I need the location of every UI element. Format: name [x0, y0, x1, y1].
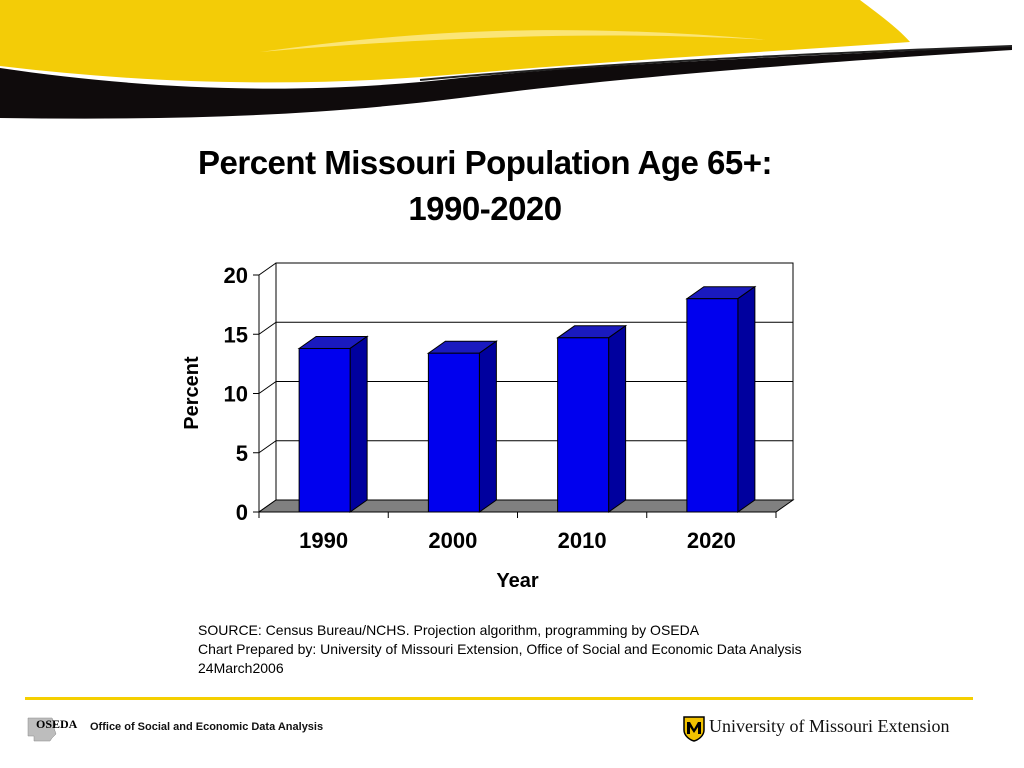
x-tick-label: 2000: [428, 528, 477, 553]
gridline-depth: [258, 262, 277, 276]
x-axis-title: Year: [496, 570, 538, 592]
date-line: 24March2006: [198, 660, 284, 676]
bar-front-face: [298, 347, 351, 513]
banner-yellow-swoosh: [0, 0, 910, 83]
source-notes: SOURCE: Census Bureau/NCHS. Projection a…: [198, 621, 802, 678]
missouri-map-icon: [27, 717, 57, 742]
y-tick-label: 5: [236, 441, 248, 466]
bar-2010: [556, 324, 628, 513]
chart-title-line-2: 1990-2020: [408, 190, 562, 227]
bar-side-face: [737, 285, 756, 513]
banner-highlight: [260, 30, 770, 52]
bar-front-face: [557, 337, 610, 513]
oseda-logo-text: OSEDA: [36, 717, 78, 731]
footer-university-name: University of Missouri Extension: [709, 716, 950, 736]
oseda-logo: OSEDA: [27, 717, 78, 742]
footer-divider: [25, 697, 973, 700]
bar-2000: [426, 340, 498, 513]
gridline-depth: [258, 440, 277, 454]
chart-title-line-1: Percent Missouri Population Age 65+:: [198, 144, 773, 181]
source-line: SOURCE: Census Bureau/NCHS. Projection a…: [198, 622, 700, 638]
banner-thin-line: [419, 45, 1013, 81]
banner-dark-swoosh: [0, 46, 1012, 119]
y-axis-title: Percent: [181, 356, 203, 430]
bar-front-face: [686, 298, 739, 513]
footer-org-name: Office of Social and Economic Data Analy…: [90, 721, 324, 733]
bar-side-face: [608, 324, 627, 513]
bar-2020: [685, 285, 757, 513]
bar-chart: 0 5 10 15 20 1990 2000 2010 2020 Year Percent: [181, 262, 795, 592]
x-tick-label: 2010: [558, 528, 607, 553]
gridline-depth: [258, 381, 277, 394]
header-banner: [0, 0, 1013, 119]
y-tick-label: 10: [224, 382, 248, 407]
tiger-shield-icon: [683, 716, 705, 742]
bar-side-face: [349, 335, 368, 513]
y-tick-label: 0: [236, 500, 248, 525]
bar-1990: [297, 335, 369, 513]
x-tick-label: 2020: [687, 528, 736, 553]
y-tick-label: 15: [224, 322, 248, 347]
bar-front-face: [427, 352, 480, 513]
x-tick-label: 1990: [299, 528, 348, 553]
gridline-depth: [258, 321, 277, 335]
chart-title: Percent Missouri Population Age 65+: 199…: [130, 140, 840, 232]
y-tick-label: 20: [224, 263, 248, 288]
bar-side-face: [478, 340, 497, 513]
prepared-by-line: Chart Prepared by: University of Missour…: [198, 641, 802, 657]
